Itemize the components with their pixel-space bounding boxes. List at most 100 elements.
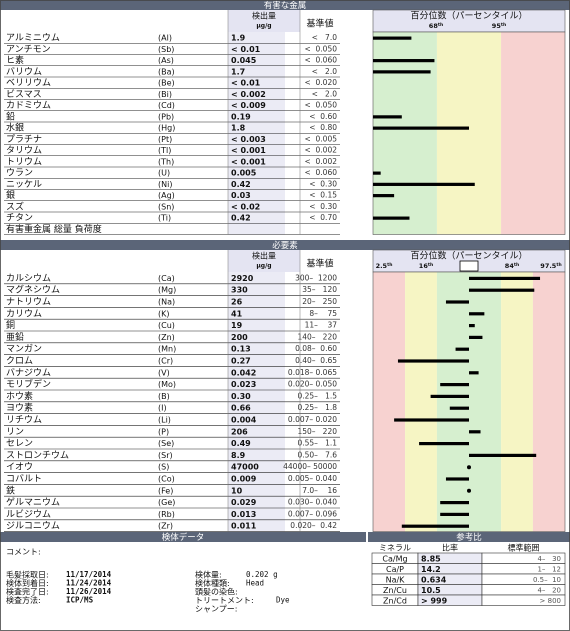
result: < 0.01 bbox=[231, 45, 261, 54]
reference: 150– 220 bbox=[297, 427, 337, 436]
median-box bbox=[459, 260, 479, 272]
element-symbol: (Sn) bbox=[158, 202, 174, 211]
element-symbol: (Ti) bbox=[158, 214, 171, 223]
element-symbol: (Cr) bbox=[158, 357, 173, 366]
detail-label: トリートメント: bbox=[195, 596, 254, 605]
level-bar bbox=[373, 59, 435, 63]
element-symbol: (Sr) bbox=[158, 451, 173, 460]
level-bar bbox=[445, 477, 469, 481]
result: 1.9 bbox=[231, 34, 246, 43]
element-name: リチウム bbox=[6, 415, 42, 426]
element-name: ウラン bbox=[6, 168, 33, 179]
element-name: ホウ素 bbox=[6, 390, 33, 402]
section-header bbox=[0, 532, 366, 542]
result: 0.011 bbox=[231, 522, 257, 531]
percentile-tick: 95th bbox=[492, 22, 506, 31]
reference: 44000– 50000 bbox=[283, 462, 337, 471]
ratio-value: > 999 bbox=[421, 596, 448, 605]
element-symbol: (K) bbox=[158, 309, 170, 318]
ratio-range: > 800 bbox=[540, 597, 561, 605]
detail-value: Dye bbox=[276, 596, 290, 605]
element-symbol: (Mo) bbox=[158, 380, 176, 389]
result: 0.66 bbox=[231, 404, 251, 413]
date-value: 11/26/2014 bbox=[66, 587, 112, 596]
section-header bbox=[368, 532, 570, 542]
result: 0.27 bbox=[231, 357, 251, 366]
level-bar bbox=[469, 453, 537, 457]
element-name: ベリリウム bbox=[6, 78, 51, 89]
element-name: ストロンチウム bbox=[6, 450, 69, 461]
reference: < 2.0 bbox=[312, 67, 338, 76]
section-title: 検体データ bbox=[162, 532, 205, 543]
element-symbol: (As) bbox=[158, 56, 174, 65]
level-bar bbox=[469, 324, 475, 328]
level-bar bbox=[373, 194, 395, 198]
reference: 0.005– 0.040 bbox=[288, 474, 337, 483]
element-symbol: (Na) bbox=[158, 298, 175, 307]
result: 200 bbox=[231, 333, 248, 342]
element-name: ニッケル bbox=[6, 179, 42, 190]
reference: < 0.050 bbox=[304, 101, 337, 110]
reference: 0.020– 0.050 bbox=[288, 380, 337, 389]
result: 0.49 bbox=[231, 439, 251, 448]
percentile-tick: 16th bbox=[419, 262, 433, 271]
element-symbol: (Ca) bbox=[158, 274, 175, 283]
ratio-name: Zn/Cd bbox=[383, 596, 407, 605]
tick-sup: th bbox=[438, 22, 443, 28]
level-bar bbox=[449, 406, 469, 410]
level-bar bbox=[469, 276, 541, 280]
result: < 0.001 bbox=[231, 157, 266, 166]
reference: 0.030– 0.040 bbox=[288, 498, 337, 507]
element-name: ナトリウム bbox=[6, 297, 51, 308]
ratio-name: Ca/P bbox=[386, 565, 404, 574]
element-name: トリウム bbox=[6, 156, 42, 167]
reference: < 0.050 bbox=[304, 44, 337, 53]
element-symbol: (Se) bbox=[158, 439, 174, 448]
section-header bbox=[0, 240, 570, 250]
reference: 8– 75 bbox=[309, 309, 337, 318]
reference: < 0.80 bbox=[309, 123, 337, 132]
element-symbol: (Tl) bbox=[158, 146, 171, 155]
element-symbol: (Cu) bbox=[158, 321, 175, 330]
reference: 7.0– 16 bbox=[302, 486, 337, 495]
result: < 0.02 bbox=[231, 202, 260, 211]
result: 0.03 bbox=[231, 191, 251, 200]
ratio-header: ミネラル bbox=[379, 544, 411, 553]
element-name: 亜鉛 bbox=[6, 331, 24, 343]
header-bg bbox=[228, 250, 300, 272]
result-header: 検出量 bbox=[252, 11, 276, 21]
element-symbol: (P) bbox=[158, 427, 169, 436]
date-value: 11/24/2014 bbox=[66, 579, 112, 588]
level-bar bbox=[469, 430, 481, 434]
element-name: バリウム bbox=[6, 66, 42, 77]
tick-sup: th bbox=[387, 262, 392, 268]
element-name: 鉛 bbox=[6, 110, 15, 122]
element-name: カドミウム bbox=[6, 100, 51, 111]
date-value: ICP/MS bbox=[66, 596, 94, 605]
detail-value: Head bbox=[246, 579, 264, 588]
ratio-value: 8.85 bbox=[421, 554, 441, 563]
level-bar bbox=[440, 501, 469, 505]
element-symbol: (I) bbox=[158, 404, 167, 413]
ratio-header: 比率 bbox=[442, 543, 458, 553]
level-dot bbox=[467, 488, 471, 493]
level-bar bbox=[401, 524, 469, 528]
tick-num: 2.5 bbox=[376, 262, 388, 270]
element-name: ゲルマニウム bbox=[6, 496, 60, 508]
reference: 0.25– 1.5 bbox=[297, 391, 337, 400]
result: 0.42 bbox=[231, 180, 251, 189]
tick-num: 84 bbox=[505, 262, 515, 270]
tick-sup: th bbox=[428, 262, 433, 268]
element-symbol: (S) bbox=[158, 463, 169, 472]
level-bar bbox=[445, 300, 469, 304]
tick-sup: th bbox=[501, 22, 506, 28]
date-label: 検査方法: bbox=[6, 595, 41, 605]
result: 19 bbox=[231, 321, 243, 330]
reference: 0.08– 0.60 bbox=[295, 344, 337, 353]
detail-label: 検体量: bbox=[195, 570, 222, 580]
percentile-tick: 97.5th bbox=[540, 262, 561, 271]
result: 1.8 bbox=[231, 124, 246, 133]
reference-header: 基準値 bbox=[306, 258, 333, 270]
element-symbol: (Zr) bbox=[158, 522, 173, 531]
